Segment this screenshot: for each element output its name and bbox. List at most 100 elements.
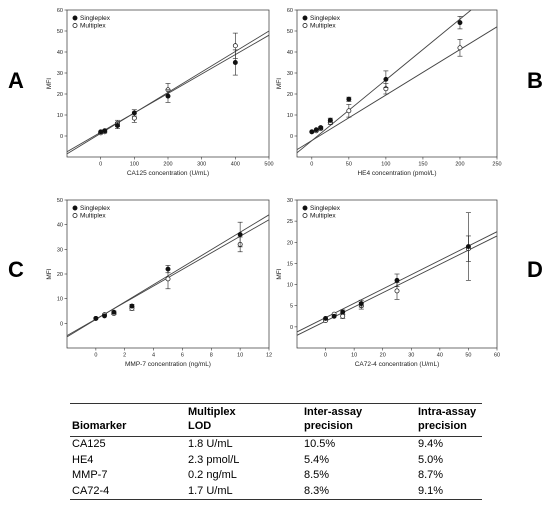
- header-inter-assay: Inter-assay precision: [304, 406, 363, 432]
- multiplex-point: [457, 45, 463, 51]
- y-tick-label: 40: [57, 50, 63, 56]
- y-axis-title: MFI: [276, 78, 283, 89]
- y-tick-label: 15: [287, 261, 293, 267]
- x-tick-label: 400: [231, 162, 240, 168]
- singleplex-point: [165, 266, 171, 272]
- y-tick-label: 0: [290, 134, 293, 140]
- singleplex-point: [129, 303, 135, 309]
- table-cell: CA125: [72, 438, 106, 450]
- x-tick-label: 20: [380, 353, 386, 359]
- singleplex-point: [383, 76, 389, 82]
- x-tick-label: 4: [152, 353, 155, 359]
- table-row: CA125 1.8 U/mL 10.5% 9.4%: [70, 437, 482, 453]
- table-cell: 2.3 pmol/L: [188, 453, 240, 466]
- legend-marker-singleplex: [72, 15, 78, 21]
- y-tick-label: 60: [287, 8, 293, 14]
- y-tick-label: 40: [287, 50, 293, 56]
- multiplex-point: [232, 43, 238, 49]
- x-tick-label: 100: [130, 162, 139, 168]
- legend-label-singleplex: Singleplex: [310, 205, 341, 212]
- singleplex-point: [465, 244, 471, 249]
- y-tick-label: 25: [287, 219, 293, 225]
- singleplex-point: [358, 301, 364, 307]
- y-tick-label: 10: [287, 283, 293, 289]
- legend-label-singleplex: Singleplex: [80, 205, 111, 212]
- multiplex-point: [165, 276, 171, 282]
- y-tick-label: 30: [57, 71, 63, 77]
- y-axis-title: MFI: [276, 268, 283, 279]
- table-cell: MMP-7: [72, 469, 108, 481]
- x-tick-label: 150: [418, 162, 427, 168]
- table-row: HE4 2.3 pmol/L 5.4% 5.0%: [70, 453, 482, 469]
- table-cell: CA72-4: [72, 484, 110, 497]
- table-cell: HE4: [72, 453, 94, 466]
- plot-frame: [296, 9, 498, 158]
- x-tick-label: 0: [310, 162, 313, 168]
- y-axis-title: MFI: [46, 78, 53, 89]
- y-tick-label: 60: [57, 8, 63, 14]
- x-axis-title: MMP-7 concentration (ng/mL): [125, 361, 211, 368]
- singleplex-point: [309, 129, 315, 135]
- x-axis-title: CA125 concentration (U/mL): [127, 170, 209, 177]
- panel-label-a: A: [8, 68, 24, 93]
- y-tick-label: 20: [287, 240, 293, 246]
- singleplex-point: [318, 125, 324, 131]
- y-tick-label: 10: [57, 297, 63, 303]
- singleplex-point: [115, 123, 120, 128]
- panel-label-b: B: [527, 68, 543, 93]
- x-tick-label: 50: [346, 162, 352, 168]
- table-row: CA72-4 1.7 U/mL 8.3% 9.1%: [70, 484, 482, 500]
- y-tick-label: 0: [60, 134, 63, 140]
- legend-marker-multiplex: [72, 213, 78, 218]
- singleplex-point: [111, 309, 117, 315]
- panel-label-c: C: [8, 257, 24, 282]
- x-tick-label: 2: [123, 353, 126, 359]
- singleplex-point: [102, 128, 108, 134]
- y-tick-label: 40: [57, 223, 63, 229]
- singleplex-point: [98, 129, 104, 135]
- legend-marker-singleplex: [302, 205, 308, 211]
- legend-marker-singleplex: [302, 15, 308, 21]
- x-tick-label: 10: [351, 353, 357, 359]
- singleplex-point: [331, 313, 337, 319]
- legend-label-multiplex: Multiplex: [80, 23, 106, 30]
- singleplex-point: [93, 315, 99, 321]
- legend-label-multiplex: Multiplex: [310, 23, 336, 30]
- fit-line-singleplex: [297, 10, 472, 154]
- singleplex-point: [102, 313, 107, 319]
- y-tick-label: 5: [290, 304, 293, 310]
- multiplex-point: [340, 313, 346, 319]
- x-tick-label: 12: [266, 353, 272, 359]
- legend-marker-multiplex: [302, 23, 308, 28]
- table-cell: 9.4%: [418, 438, 444, 450]
- x-tick-label: 0: [324, 353, 327, 359]
- table-cell: 8.5%: [304, 469, 330, 481]
- table-cell: 8.7%: [418, 469, 444, 481]
- y-tick-label: 30: [287, 198, 293, 204]
- y-tick-label: 20: [57, 272, 63, 278]
- table-row: MMP-7 0.2 ng/mL 8.5% 8.7%: [70, 468, 482, 484]
- table-cell: 9.1%: [418, 484, 444, 497]
- plot-frame: [296, 199, 498, 349]
- x-tick-label: 500: [264, 162, 273, 168]
- legend-marker-singleplex: [72, 205, 78, 211]
- x-tick-label: 30: [408, 353, 414, 359]
- biomarker-table: Biomarker Multiplex LOD Inter-assay precis…: [70, 403, 482, 500]
- table-cell: 5.0%: [418, 453, 444, 466]
- legend-label-multiplex: Multiplex: [310, 213, 336, 220]
- y-tick-label: 30: [287, 71, 293, 77]
- legend-marker-multiplex: [72, 23, 78, 28]
- singleplex-point: [457, 20, 463, 26]
- y-tick-label: 10: [57, 113, 63, 119]
- y-tick-label: 30: [57, 247, 63, 253]
- singleplex-point: [237, 232, 243, 237]
- chart-d: 0 10 20 30 40 50 60 0 5 10 15 20 25 30 CA72-4 concentr…: [276, 198, 500, 368]
- singleplex-point: [323, 315, 329, 321]
- plot-area: [297, 10, 497, 154]
- singleplex-point: [232, 60, 238, 65]
- x-tick-label: 100: [381, 162, 390, 168]
- header-intra-assay: Intra-assay precision: [418, 406, 477, 432]
- legend-label-multiplex: Multiplex: [80, 213, 106, 220]
- y-tick-label: 0: [60, 321, 63, 327]
- x-tick-label: 250: [492, 162, 501, 168]
